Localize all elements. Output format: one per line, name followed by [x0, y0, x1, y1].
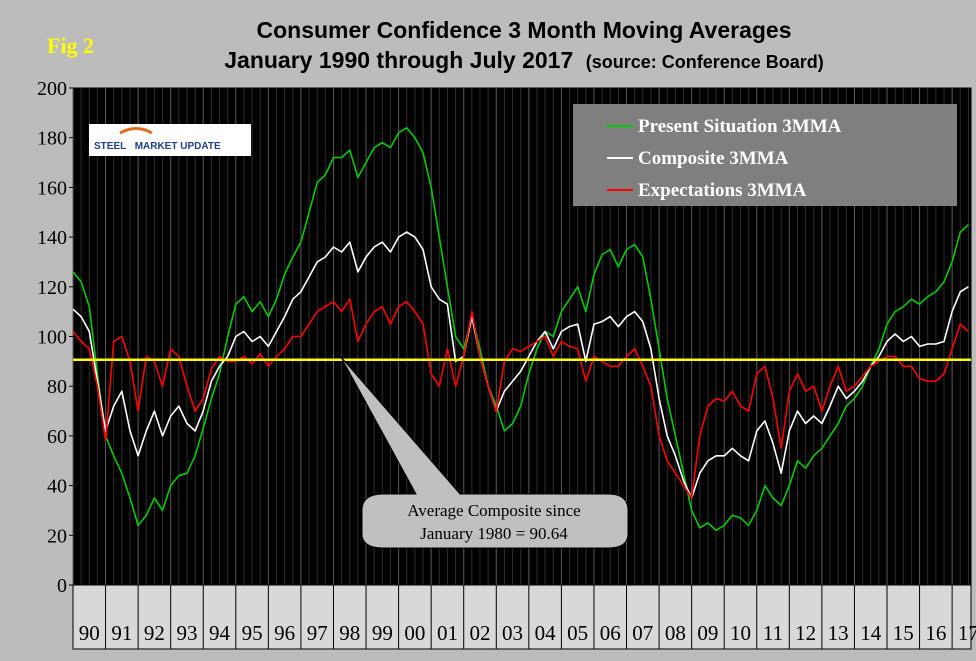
logo-text: STEEL MARKET UPDATE	[94, 136, 221, 153]
x-axis-band	[72, 584, 972, 650]
logo-text-part2: MARKET UPDATE	[135, 141, 221, 152]
x-tick-label: 95	[242, 621, 263, 645]
x-tick-label: 99	[372, 621, 393, 645]
y-tick-label: 120	[37, 277, 67, 299]
chart-title-range: January 1990 through July 2017	[224, 47, 573, 73]
x-tick-label: 00	[404, 621, 425, 645]
series-line-expectations	[72, 298, 969, 499]
logo-text-part1: STEEL	[94, 141, 126, 152]
chart-title-line2: January 1990 through July 2017 (source: …	[224, 47, 824, 73]
x-tick-label: 08	[665, 621, 686, 645]
y-tick-label: 140	[37, 227, 67, 249]
x-tick-label: 15	[893, 621, 914, 645]
x-tick-label: 98	[339, 621, 360, 645]
x-tick-label: 12	[795, 621, 816, 645]
x-tick-label: 14	[860, 621, 882, 645]
series-group	[72, 127, 969, 532]
legend-label-composite: Composite 3MMA	[638, 148, 789, 169]
x-tick-label: 05	[567, 621, 588, 645]
series-line-composite	[72, 231, 969, 499]
x-tick-label: 92	[144, 621, 165, 645]
y-tick-label: 180	[37, 128, 67, 150]
legend-label-expectations: Expectations 3MMA	[638, 180, 807, 201]
x-tick-label: 17	[958, 621, 976, 645]
series-line-present	[72, 127, 969, 532]
x-tick-label: 07	[632, 621, 653, 645]
x-tick-label: 04	[535, 621, 557, 645]
callout-bubble	[340, 356, 629, 549]
x-tick-label: 13	[828, 621, 849, 645]
logo: STEEL MARKET UPDATE	[89, 124, 251, 156]
callout: Average Composite since January 1980 = 9…	[340, 356, 629, 549]
y-tick-label: 0	[57, 575, 67, 597]
x-tick-label: 91	[111, 621, 132, 645]
y-tick-label: 100	[37, 327, 67, 349]
legend-label-present: Present Situation 3MMA	[638, 116, 842, 137]
y-axis: 0 20 40 60 80 100 120 140 160 180 200	[37, 78, 73, 597]
x-tick-label: 94	[209, 621, 231, 645]
chart-title-source: (source: Conference Board)	[586, 52, 824, 72]
logo-swoosh-icon	[119, 127, 153, 135]
y-tick-label: 160	[37, 177, 67, 199]
x-tick-label: 96	[274, 621, 295, 645]
y-tick-label: 80	[47, 376, 67, 398]
logo-box	[89, 124, 251, 156]
y-tick-label: 20	[47, 525, 67, 547]
y-tick-label: 200	[37, 78, 67, 100]
y-tick-label: 60	[47, 426, 67, 448]
chart-title-line1: Consumer Confidence 3 Month Moving Avera…	[256, 17, 791, 43]
legend: Present Situation 3MMA Composite 3MMA Ex…	[573, 104, 957, 206]
legend-box	[573, 104, 957, 206]
x-tick-label: 11	[763, 621, 783, 645]
x-tick-label: 02	[469, 621, 490, 645]
x-tick-label: 97	[307, 621, 328, 645]
x-tick-label: 16	[925, 621, 946, 645]
y-tick-label: 40	[47, 476, 67, 498]
x-axis: 90 91 92 93 94 95 96 97 98 99 00 01 02 03 04 05 06 07 08 09…	[79, 621, 976, 645]
x-tick-label: 06	[600, 621, 621, 645]
x-tick-label: 01	[437, 621, 458, 645]
fig-label: Fig 2	[47, 33, 94, 58]
callout-line2: January 1980 = 90.64	[420, 524, 568, 543]
callout-line1: Average Composite since	[407, 501, 580, 520]
x-tick-label: 03	[502, 621, 523, 645]
x-tick-label: 10	[730, 621, 751, 645]
x-tick-label: 90	[79, 621, 100, 645]
x-tick-label: 09	[697, 621, 718, 645]
x-tick-label: 93	[176, 621, 197, 645]
